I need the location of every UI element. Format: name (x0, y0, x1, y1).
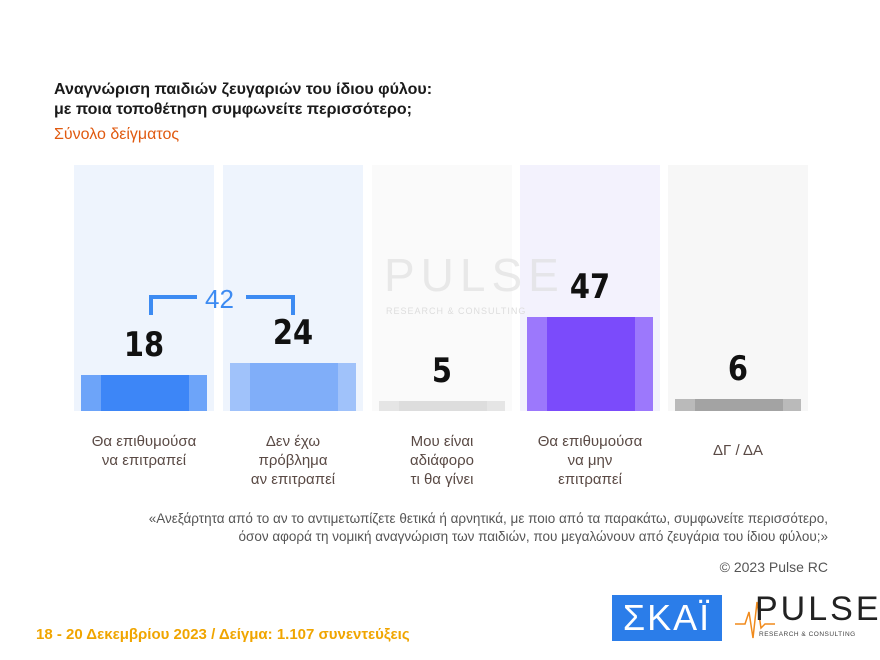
category-label: Δεν έχω πρόβλημα αν επιτραπεί (218, 432, 368, 489)
question-line-2: όσον αφορά τη νομική αναγνώριση των παιδ… (238, 529, 828, 544)
bar-edge-highlight (189, 375, 207, 411)
category-label-line: ΔΓ / ΔΑ (713, 442, 763, 459)
category-label-line: Θα επιθυμούσα (91, 433, 197, 450)
category-label-line: επιτραπεί (558, 471, 622, 488)
category-label: ΔΓ / ΔΑ (663, 441, 813, 460)
pulse-logo: PULSE RESEARCH & CONSULTING (735, 590, 879, 642)
pulse-logo-sub: RESEARCH & CONSULTING (759, 631, 856, 638)
watermark-logo: PULSE (384, 249, 565, 301)
category-label: Μου είναι αδιάφορο τι θα γίνει (367, 432, 517, 489)
chart-subtitle: Σύνολο δείγματος (54, 126, 180, 143)
category-label-line: να επιτραπεί (101, 452, 187, 469)
bar-edge-highlight (635, 317, 653, 411)
sum-bracket-left (149, 295, 197, 315)
category-label-line: Μου είναι (410, 433, 474, 450)
bar (675, 399, 801, 411)
pulse-logo-text: PULSE (755, 590, 880, 628)
category-label-line: πρόβλημα (258, 452, 328, 469)
bar-edge-highlight (487, 401, 505, 411)
category-label-line: Δεν έχω (265, 433, 321, 450)
title-line-1: Αναγνώριση παιδιών ζευγαριών του ίδιου φ… (54, 81, 433, 98)
category-label-line: να μην (567, 452, 613, 469)
data-label: 18 (123, 325, 165, 365)
category-label: Θα επιθυμούσα να επιτραπεί (69, 432, 219, 470)
copyright: © 2023 Pulse RC (719, 559, 828, 575)
question-text: «Ανεξάρτητα από το αν το αντιμετωπίζετε … (149, 510, 828, 546)
category-label-line: Θα επιθυμούσα (537, 433, 643, 450)
bar-edge-highlight (81, 375, 101, 411)
question-line-1: «Ανεξάρτητα από το αν το αντιμετωπίζετε … (148, 511, 828, 526)
watermark-subtitle: RESEARCH & CONSULTING (386, 306, 527, 316)
bar-edge-highlight (783, 399, 801, 411)
bar (230, 363, 356, 411)
data-label: 47 (569, 267, 611, 307)
category-label-line: τι θα γίνει (410, 471, 474, 488)
bar (81, 375, 207, 411)
column-background (668, 165, 808, 411)
bar-edge-highlight (230, 363, 250, 411)
chart-title: Αναγνώριση παιδιών ζευγαριών του ίδιου φ… (54, 80, 432, 120)
bar-edge-highlight (675, 399, 695, 411)
bar-edge-highlight (379, 401, 399, 411)
bar-edge-highlight (527, 317, 547, 411)
category-label-line: αν επιτραπεί (250, 471, 336, 488)
title-line-2: με ποια τοποθέτηση συμφωνείτε περισσότερ… (54, 101, 412, 118)
sum-bracket-right (246, 295, 295, 315)
category-label: Θα επιθυμούσα να μην επιτραπεί (515, 432, 665, 489)
bar (527, 317, 653, 411)
bar (379, 401, 505, 411)
bar-edge-highlight (338, 363, 356, 411)
data-label: 6 (727, 349, 749, 389)
category-label-line: αδιάφορο (410, 452, 474, 469)
data-label: 5 (431, 351, 453, 391)
skai-logo: ΣΚΑΪ (612, 595, 722, 641)
footer-date-sample: 18 - 20 Δεκεμβρίου 2023 / Δείγμα: 1.107 … (36, 626, 410, 643)
sum-annotation-label: 42 (205, 284, 234, 314)
data-label: 24 (272, 313, 314, 353)
column-background (74, 165, 214, 411)
column-background (372, 165, 512, 411)
pulse-heartbeat-icon (735, 601, 775, 639)
